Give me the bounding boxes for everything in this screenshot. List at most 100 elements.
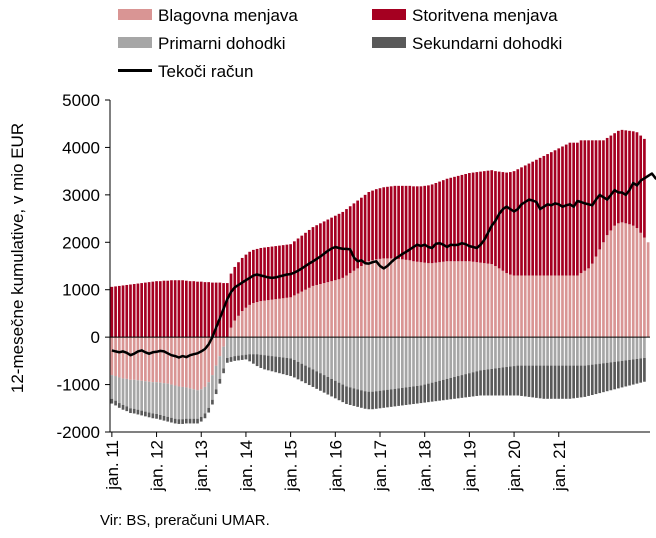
bar-segment-secondary <box>222 368 225 374</box>
bar-segment-secondary <box>523 365 527 397</box>
bar-segment-secondary <box>505 367 508 396</box>
bar-segment-goods <box>270 299 274 338</box>
bar-segment-goods <box>389 258 393 338</box>
bar-segment-secondary <box>389 389 393 407</box>
bar-segment-goods <box>613 225 616 338</box>
bar-segment-goods <box>244 307 248 338</box>
bar-segment-goods <box>464 261 467 338</box>
bar-segment-primary <box>266 337 270 356</box>
bar-segment-services <box>415 186 419 262</box>
bar-segment-goods <box>211 337 214 376</box>
bar-segment-secondary <box>456 376 460 399</box>
bar-segment-secondary <box>144 411 147 417</box>
bar-segment-services <box>117 285 121 338</box>
bar-segment-secondary <box>263 355 266 370</box>
bar-segment-primary <box>293 337 296 360</box>
bar-segment-primary <box>639 337 643 359</box>
bar-segment-secondary <box>382 390 386 408</box>
bar-segment-goods <box>326 282 330 338</box>
bar-segment-services <box>151 281 155 338</box>
bar-segment-secondary <box>479 370 482 396</box>
bar-segment-primary <box>401 337 404 388</box>
bar-segment-services <box>520 167 523 276</box>
bar-segment-goods <box>538 275 542 338</box>
bar-segment-services <box>561 146 564 276</box>
bar-segment-services <box>136 283 140 338</box>
bar-segment-primary <box>430 337 434 383</box>
bar-segment-goods <box>207 337 211 383</box>
bar-segment-secondary <box>576 365 579 398</box>
bar-segment-primary <box>378 337 382 391</box>
bar-segment-services <box>572 142 575 276</box>
bar-segment-goods <box>460 261 464 338</box>
bar-segment-secondary <box>430 382 434 402</box>
bar-segment-services <box>546 154 549 276</box>
bar-segment-services <box>110 286 114 338</box>
bar-segment-primary <box>389 337 393 390</box>
bar-segment-primary <box>620 337 624 361</box>
bar-segment-services <box>199 281 203 338</box>
bar-segment-services <box>229 273 233 328</box>
bar-segment-primary <box>576 337 579 366</box>
bar-segment-secondary <box>531 365 535 398</box>
bar-segment-goods <box>401 259 404 338</box>
bar-segment-goods <box>505 273 508 338</box>
bar-segment-primary <box>438 337 441 381</box>
bar-segment-secondary <box>412 386 415 405</box>
bar-segment-goods <box>378 258 382 338</box>
bar-segment-secondary <box>281 357 285 375</box>
bar-segment-services <box>557 148 561 276</box>
bar-segment-goods <box>255 302 259 338</box>
bar-segment-goods <box>546 275 549 338</box>
bar-segment-secondary <box>285 358 289 376</box>
bar-segment-services <box>523 165 527 276</box>
y-tick-label: -2000 <box>57 423 100 442</box>
bar-segment-secondary <box>464 374 467 398</box>
bar-segment-primary <box>263 337 266 356</box>
bar-segment-primary <box>408 337 412 387</box>
bar-segment-primary <box>538 337 542 366</box>
bar-segment-goods <box>132 337 136 380</box>
bar-segment-secondary <box>348 387 352 405</box>
bar-segment-goods <box>423 262 427 338</box>
bar-segment-secondary <box>121 404 125 410</box>
bar-segment-secondary <box>415 385 419 404</box>
bar-segment-primary <box>542 337 546 366</box>
bar-segment-primary <box>140 380 143 411</box>
bar-segment-secondary <box>207 407 211 413</box>
bar-segment-primary <box>445 337 449 379</box>
bar-segment-goods <box>307 287 311 338</box>
bar-segment-goods <box>263 300 266 338</box>
bar-segment-primary <box>367 337 371 392</box>
bar-segment-services <box>535 159 538 276</box>
bar-segment-primary <box>617 337 620 362</box>
bar-segment-goods <box>509 274 512 338</box>
bar-segment-secondary <box>579 365 583 398</box>
bar-segment-primary <box>326 337 330 377</box>
bar-segment-services <box>214 282 218 338</box>
bar-segment-services <box>568 142 572 276</box>
bar-segment-secondary <box>535 365 538 398</box>
bar-segment-services <box>542 155 546 276</box>
bar-segment-secondary <box>192 418 196 424</box>
bar-segment-goods <box>449 261 453 338</box>
bar-segment-goods <box>296 293 300 338</box>
bar-segment-goods <box>594 256 598 338</box>
bar-segment-secondary <box>117 403 121 408</box>
bar-segment-services <box>505 172 508 274</box>
bar-segment-goods <box>166 337 170 384</box>
bar-segment-primary <box>173 385 177 419</box>
bar-segment-services <box>449 177 453 262</box>
bar-segment-goods <box>259 301 263 338</box>
bar-segment-primary <box>535 337 538 366</box>
bar-segment-services <box>631 131 635 226</box>
bar-segment-secondary <box>620 360 624 388</box>
bar-segment-primary <box>412 337 415 387</box>
bar-segment-services <box>501 172 505 271</box>
bar-segment-secondary <box>609 362 613 391</box>
bar-segment-services <box>617 130 620 224</box>
bar-segment-primary <box>360 337 363 391</box>
bar-segment-goods <box>374 259 378 338</box>
bar-segment-secondary <box>170 417 173 423</box>
bar-segment-secondary <box>237 355 240 361</box>
